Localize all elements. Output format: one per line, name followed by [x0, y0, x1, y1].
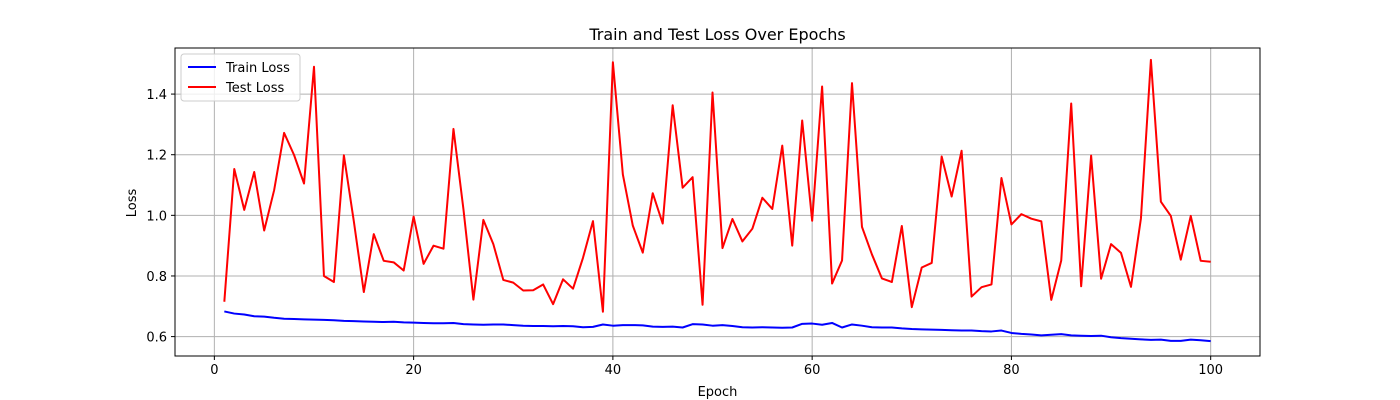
legend-label-test: Test Loss — [225, 81, 284, 96]
x-axis-label: Epoch — [698, 385, 738, 400]
y-tick-label: 1.4 — [146, 88, 167, 103]
legend-box — [180, 53, 301, 102]
y-tick-label: 0.8 — [146, 270, 167, 285]
x-tick-label: 20 — [405, 363, 422, 378]
legend: Train Loss Test Loss — [180, 53, 301, 102]
x-tick-label: 100 — [1198, 363, 1223, 378]
plot-frame — [174, 47, 1261, 357]
train-loss-line — [224, 310, 1211, 343]
y-axis-label: Loss — [125, 189, 140, 218]
x-tick-label: 0 — [210, 363, 218, 378]
x-ticks: 0 20 40 60 80 100 — [210, 356, 1223, 378]
y-tick-label: 0.6 — [146, 331, 167, 346]
x-tick-label: 80 — [1003, 363, 1020, 378]
chart-title: Train and Test Loss Over Epochs — [588, 25, 845, 44]
x-tick-label: 40 — [605, 363, 622, 378]
y-ticks: 0.6 0.8 1.0 1.2 1.4 — [146, 88, 175, 346]
series-lines — [223, 58, 1211, 343]
legend-label-train: Train Loss — [225, 61, 290, 76]
x-tick-label: 60 — [804, 363, 821, 378]
y-tick-label: 1.2 — [146, 149, 167, 164]
y-tick-label: 1.0 — [146, 209, 167, 224]
test-loss-line — [223, 58, 1211, 313]
